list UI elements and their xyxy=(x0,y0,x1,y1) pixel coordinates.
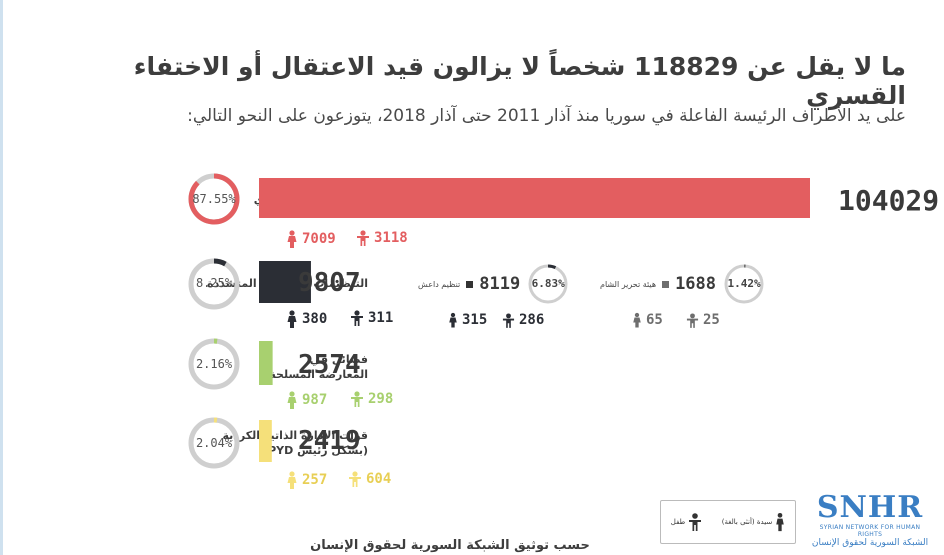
percent-label-regime: 87.55% xyxy=(192,192,236,206)
child-icon xyxy=(686,312,699,328)
women-count-isis: 315 xyxy=(462,312,488,328)
children-count-pyd: 604 xyxy=(366,471,392,487)
child-icon xyxy=(689,513,702,531)
children-count-opposition: 298 xyxy=(368,391,394,407)
child-icon xyxy=(351,310,363,326)
legend: سيدة (أنثى بالغة) طفل xyxy=(660,500,796,544)
women-count-extremist: 380 xyxy=(302,311,328,327)
row-label-opposition-line2: المعارضة المسلحة xyxy=(269,368,368,381)
value-extremist: 9807 xyxy=(298,268,361,298)
woman-icon xyxy=(449,312,457,328)
row-label-pyd-line1: قوات الإدارة الذاتية الكردية xyxy=(222,429,368,442)
children-stat-pyd: 604 xyxy=(348,471,391,487)
ring-extremist-arc xyxy=(213,258,227,267)
children-count-extremist: 311 xyxy=(368,310,394,326)
woman-icon xyxy=(287,471,297,489)
percent-label-opposition: 2.16% xyxy=(195,357,233,371)
snhr-logo: SNHR SYRIAN NETWORK FOR HUMAN RIGHTS الش… xyxy=(808,490,932,549)
legend-woman: سيدة (أنثى بالغة) xyxy=(722,511,785,533)
page-edge-line xyxy=(0,0,3,555)
row-label-opposition: فصائل في المعارضة المسلحة xyxy=(168,352,368,382)
value-pyd: 2419 xyxy=(298,426,361,456)
legend-child: طفل xyxy=(671,513,702,531)
percent-label-pyd: 2.04% xyxy=(195,436,233,450)
logo-en: SYRIAN NETWORK FOR HUMAN RIGHTS xyxy=(819,524,921,538)
value-opposition: 2574 xyxy=(298,350,361,380)
women-count-pyd: 257 xyxy=(302,472,328,488)
women-stat-opposition: 987 xyxy=(286,391,327,409)
logo-ar: الشبكة السورية لحقوق الإنسان xyxy=(811,538,929,548)
sub-hts: 1.42% 1688 هيئة تحرير الشام xyxy=(600,262,766,306)
sub-isis-ring: 6.83% xyxy=(526,262,570,306)
child-icon xyxy=(351,391,363,407)
woman-icon xyxy=(633,312,641,328)
sub-hts-label: هيئة تحرير الشام xyxy=(600,279,657,289)
legend-child-label: طفل xyxy=(670,518,686,526)
children-stat-regime: 3118 xyxy=(356,230,408,246)
child-icon xyxy=(349,471,361,487)
sub-hts-square xyxy=(662,280,670,288)
sub-isis-value: 8119 xyxy=(479,274,521,294)
children-stat-opposition: 298 xyxy=(350,391,393,407)
value-regime: 104029 xyxy=(838,184,940,217)
woman-icon xyxy=(287,230,297,248)
child-icon xyxy=(502,312,515,328)
children-count-isis: 286 xyxy=(519,312,545,328)
sub-isis-square xyxy=(466,280,474,288)
ring-isis-arc xyxy=(548,264,557,270)
women-count-opposition: 987 xyxy=(302,392,328,408)
logo-main: SNHR xyxy=(816,490,924,525)
row-label-opposition-line1: فصائل في xyxy=(309,353,368,366)
sub-isis: 6.83% 8119 تنظيم داعش xyxy=(418,262,570,306)
women-stat-regime: 7009 xyxy=(286,230,336,248)
sub-hts-value: 1688 xyxy=(675,274,717,294)
footer-source: حسب توثيق الشبكة السورية لحقوق الإنسان xyxy=(310,538,590,553)
sub-isis-label: تنظيم داعش xyxy=(418,279,461,289)
women-stat-hts: 65 xyxy=(632,312,663,328)
child-icon xyxy=(357,230,369,246)
women-count-hts: 65 xyxy=(646,312,663,328)
sub-hts-ring-svg xyxy=(724,264,764,304)
children-stat-extremist: 311 xyxy=(350,310,393,326)
women-stat-isis: 315 xyxy=(448,312,487,328)
sub-hts-percent: 1.42% xyxy=(727,277,761,290)
women-count-regime: 7009 xyxy=(302,231,336,247)
sub-isis-percent: 6.83% xyxy=(531,277,565,290)
page-title: ما لا يقل عن 118829 شخصاً لا يزالون قيد … xyxy=(133,52,906,110)
woman-icon xyxy=(287,310,297,328)
women-stat-pyd: 257 xyxy=(286,471,327,489)
children-count-regime: 3118 xyxy=(374,230,408,246)
page-subtitle: على يد الأطراف الرئيسة الفاعلة في سوريا … xyxy=(187,106,906,126)
legend-woman-label: سيدة (أنثى بالغة) xyxy=(721,518,773,526)
percent-label-extremist: 8.25% xyxy=(195,276,233,290)
children-stat-hts: 25 xyxy=(686,312,720,328)
children-count-hts: 25 xyxy=(703,312,720,328)
sub-isis-ring-svg xyxy=(528,264,568,304)
woman-icon xyxy=(776,513,784,532)
women-stat-extremist: 380 xyxy=(286,310,327,328)
children-stat-isis: 286 xyxy=(502,312,544,328)
sub-hts-ring: 1.42% xyxy=(722,262,766,306)
woman-icon xyxy=(287,391,297,409)
